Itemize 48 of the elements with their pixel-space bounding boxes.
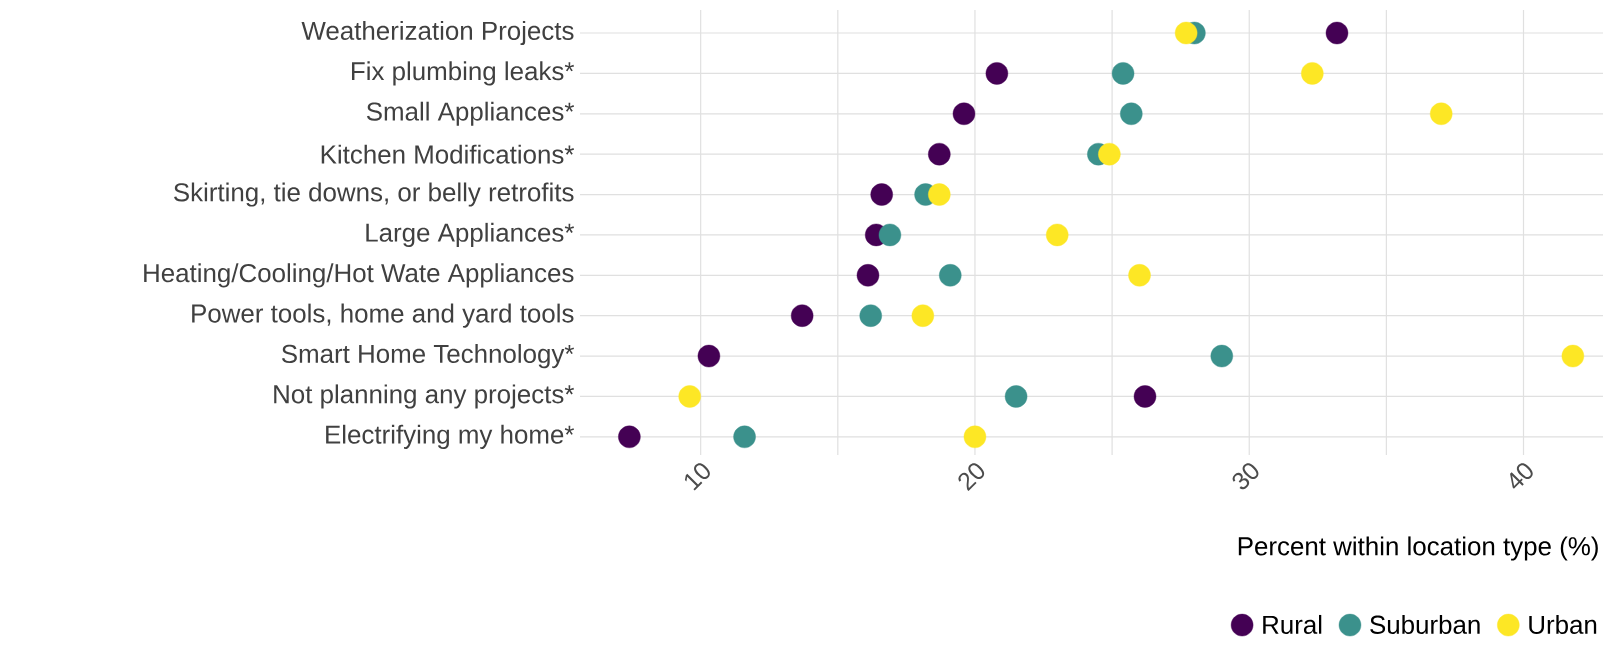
point bbox=[1046, 223, 1069, 247]
point bbox=[1120, 102, 1143, 125]
x-tick-label: 30 bbox=[1232, 463, 1259, 490]
point bbox=[870, 183, 893, 206]
legend-label: Urban bbox=[1529, 614, 1597, 634]
point bbox=[856, 264, 880, 287]
point bbox=[928, 183, 951, 206]
point bbox=[697, 344, 721, 368]
point bbox=[928, 142, 951, 166]
point bbox=[1111, 62, 1135, 85]
point bbox=[1325, 21, 1349, 45]
y-tick-label: Electrifying my home* bbox=[326, 424, 575, 449]
y-tick-label: Smart Home Technology* bbox=[281, 344, 575, 369]
point bbox=[790, 304, 814, 327]
point bbox=[1174, 21, 1198, 45]
legend-label: Rural bbox=[1263, 614, 1322, 634]
point bbox=[939, 264, 962, 287]
y-tick-label: Not planning any projects* bbox=[274, 384, 574, 409]
x-tick-label: 10 bbox=[684, 463, 710, 491]
point bbox=[911, 304, 935, 327]
point bbox=[985, 62, 1009, 85]
y-tick-label: Skirting, tie downs, or belly retrofits bbox=[174, 182, 574, 207]
y-tick-label: Fix plumbing leaks* bbox=[352, 61, 575, 86]
y-tick-label: Heating/Cooling/Hot Wate Appliances bbox=[144, 263, 574, 288]
x-tick-label: 20 bbox=[958, 463, 985, 491]
point bbox=[678, 385, 701, 408]
point bbox=[733, 425, 756, 449]
point bbox=[1133, 385, 1157, 408]
x-axis-title: Percent within location type (%) bbox=[1238, 536, 1598, 561]
point bbox=[878, 223, 902, 247]
point bbox=[859, 304, 882, 327]
point bbox=[963, 425, 987, 449]
y-tick-label: Weatherization Projects bbox=[301, 20, 574, 46]
point bbox=[952, 102, 976, 125]
point bbox=[1301, 62, 1324, 85]
y-tick-label: Power tools, home and yard tools bbox=[192, 303, 574, 328]
point bbox=[1561, 344, 1585, 368]
y-tick-label: Large Appliances* bbox=[366, 222, 574, 247]
x-tick-label: 40 bbox=[1510, 463, 1533, 489]
legend-label: Suburban bbox=[1370, 614, 1480, 634]
y-tick-label: Small Appliances* bbox=[366, 101, 575, 126]
point bbox=[1430, 102, 1453, 125]
point bbox=[1128, 264, 1151, 287]
y-tick-label: Kitchen Modifications* bbox=[321, 144, 575, 164]
point bbox=[618, 425, 641, 449]
point bbox=[1098, 142, 1121, 166]
point bbox=[1210, 344, 1233, 368]
point bbox=[1004, 385, 1028, 408]
